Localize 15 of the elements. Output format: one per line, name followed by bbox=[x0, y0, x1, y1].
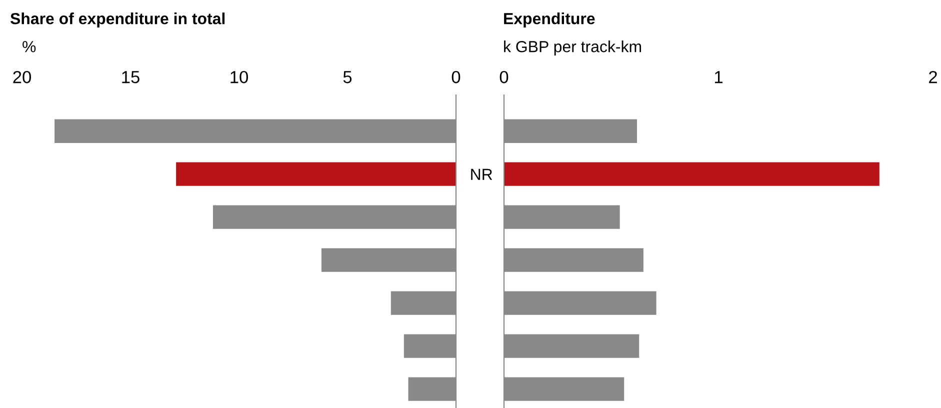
x-tick-label: 0 bbox=[500, 70, 508, 84]
x-tick-label: 10 bbox=[230, 70, 248, 84]
chart-title: Expenditure bbox=[504, 12, 595, 28]
x-axis-title: % bbox=[22, 41, 36, 52]
bar bbox=[504, 162, 880, 186]
x-tick-label: 2 bbox=[929, 70, 937, 84]
x-tick-label: 20 bbox=[13, 70, 31, 84]
x-tick-label: 5 bbox=[343, 71, 352, 84]
chart-title: Share of expenditure in total bbox=[10, 12, 225, 28]
x-tick-label: 15 bbox=[122, 71, 140, 84]
bar bbox=[176, 162, 456, 186]
x-tick-label: 1 bbox=[714, 71, 722, 84]
y-tick-label: NR bbox=[471, 168, 492, 180]
x-axis-title: k GBP per track-km bbox=[504, 40, 641, 56]
x-tick-label: 0 bbox=[452, 70, 460, 84]
